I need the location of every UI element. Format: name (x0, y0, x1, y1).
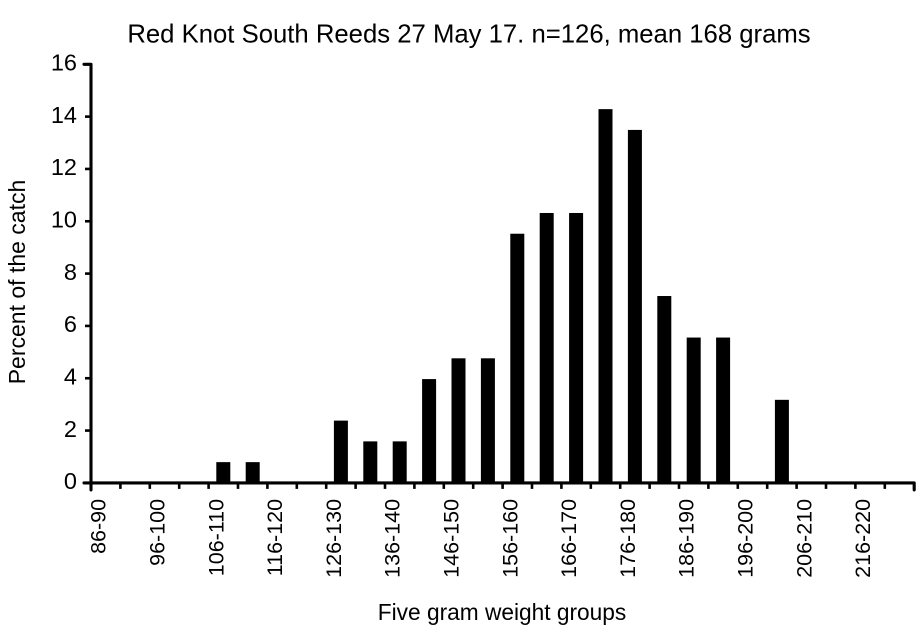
svg-text:116-120: 116-120 (263, 499, 287, 576)
svg-text:206-210: 206-210 (792, 499, 816, 578)
svg-text:166-170: 166-170 (557, 499, 581, 578)
svg-text:96-100: 96-100 (146, 499, 170, 566)
svg-text:196-200: 196-200 (734, 499, 758, 578)
svg-text:14: 14 (51, 102, 77, 128)
svg-text:156-160: 156-160 (498, 499, 522, 578)
svg-text:106-110: 106-110 (204, 499, 228, 576)
svg-text:0: 0 (64, 468, 77, 494)
svg-text:16: 16 (51, 50, 77, 76)
svg-text:4: 4 (64, 363, 77, 389)
svg-text:2: 2 (64, 416, 77, 442)
svg-text:6: 6 (64, 311, 77, 337)
svg-text:10: 10 (51, 206, 77, 232)
svg-text:Five gram weight groups: Five gram weight groups (378, 599, 626, 625)
svg-text:186-190: 186-190 (675, 499, 699, 578)
svg-text:Percent of the catch: Percent of the catch (4, 180, 30, 385)
svg-text:176-180: 176-180 (616, 499, 640, 578)
svg-text:146-150: 146-150 (440, 499, 464, 578)
svg-text:8: 8 (64, 259, 77, 285)
svg-text:Red Knot South Reeds 27 May 17: Red Knot South Reeds 27 May 17. n=126, m… (127, 20, 810, 48)
svg-text:136-140: 136-140 (381, 499, 405, 578)
svg-text:126-130: 126-130 (322, 499, 346, 578)
svg-text:86-90: 86-90 (87, 499, 111, 554)
svg-text:216-220: 216-220 (851, 499, 875, 578)
svg-text:12: 12 (51, 154, 77, 180)
